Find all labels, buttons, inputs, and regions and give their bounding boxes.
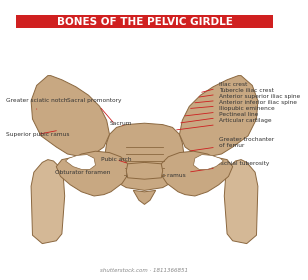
Text: shutterstock.com · 1811366851: shutterstock.com · 1811366851 bbox=[100, 268, 188, 273]
Text: Greater trochanter
of femur: Greater trochanter of femur bbox=[191, 137, 274, 151]
Polygon shape bbox=[7, 15, 16, 28]
Polygon shape bbox=[180, 76, 258, 157]
Polygon shape bbox=[66, 155, 95, 169]
Polygon shape bbox=[224, 160, 258, 244]
Text: Tubercle iliac crest: Tubercle iliac crest bbox=[199, 88, 274, 97]
Text: Iliac crest: Iliac crest bbox=[202, 81, 247, 92]
Polygon shape bbox=[31, 160, 65, 244]
Text: Ischial tuberosity: Ischial tuberosity bbox=[191, 161, 269, 172]
Polygon shape bbox=[193, 155, 223, 169]
Text: Iliopubic eminence: Iliopubic eminence bbox=[185, 106, 274, 116]
Text: Sacrum: Sacrum bbox=[109, 121, 132, 126]
Polygon shape bbox=[161, 151, 233, 196]
Text: Anterior superior iliac spine: Anterior superior iliac spine bbox=[195, 94, 300, 103]
Text: Pectineal line: Pectineal line bbox=[181, 112, 258, 123]
Text: Sacral promontory: Sacral promontory bbox=[67, 98, 122, 122]
Text: Greater sciatic notch: Greater sciatic notch bbox=[6, 98, 67, 109]
Text: BONES OF THE PELVIC GIRDLE: BONES OF THE PELVIC GIRDLE bbox=[57, 17, 233, 27]
Text: Articular cartilage: Articular cartilage bbox=[177, 118, 271, 130]
Polygon shape bbox=[56, 151, 128, 196]
Text: Superior pubic ramus: Superior pubic ramus bbox=[6, 131, 69, 137]
Polygon shape bbox=[273, 15, 282, 28]
Text: Pubic arch: Pubic arch bbox=[101, 157, 132, 163]
Text: Obturator foramen: Obturator foramen bbox=[55, 164, 110, 175]
Text: Anterior inferior iliac spine: Anterior inferior iliac spine bbox=[191, 100, 297, 108]
Polygon shape bbox=[31, 76, 109, 157]
Polygon shape bbox=[105, 123, 184, 190]
Polygon shape bbox=[133, 190, 156, 204]
Text: Inferior pubic ramus: Inferior pubic ramus bbox=[126, 168, 186, 178]
Polygon shape bbox=[126, 162, 163, 179]
Polygon shape bbox=[16, 15, 273, 28]
